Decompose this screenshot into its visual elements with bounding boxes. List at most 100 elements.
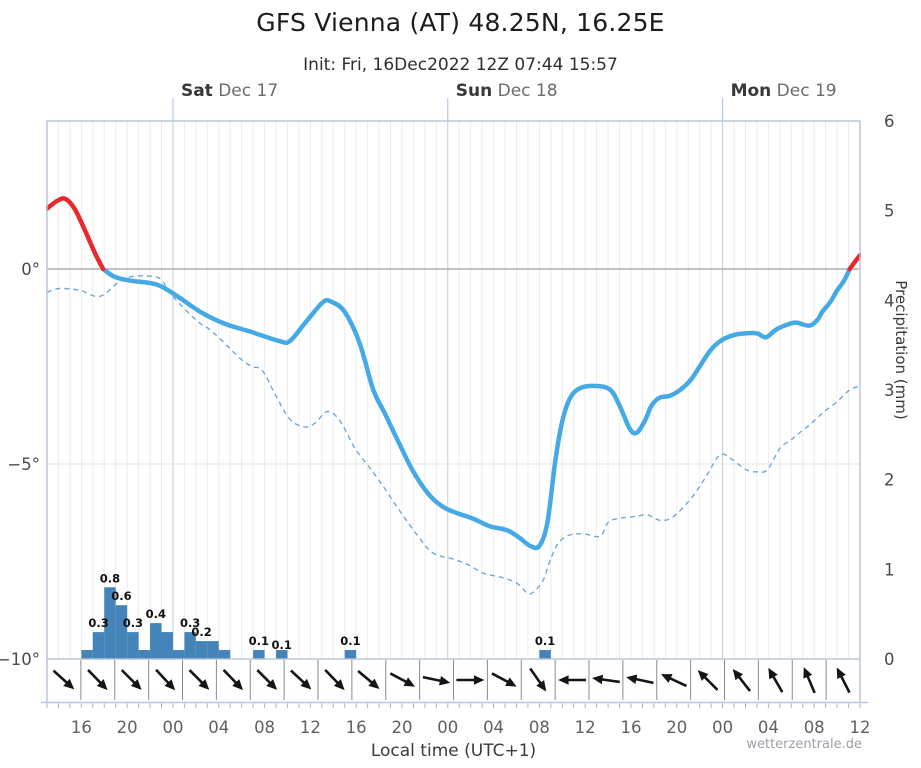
precip-bar bbox=[276, 650, 288, 659]
precip-bar bbox=[184, 632, 196, 659]
precip-bar bbox=[115, 605, 128, 659]
wind-arrow bbox=[626, 674, 654, 685]
dewpoint-curve bbox=[46, 275, 861, 595]
precip-bar-label: 0.4 bbox=[146, 607, 166, 621]
y-left-tick-label: −5° bbox=[7, 455, 40, 474]
day-date: Dec 18 bbox=[492, 81, 557, 101]
day-name: Sat bbox=[181, 81, 213, 101]
precip-bar bbox=[81, 650, 93, 659]
precip-bar bbox=[344, 650, 357, 659]
y-left-tick-label: −10° bbox=[0, 650, 40, 669]
wind-arrow bbox=[732, 668, 752, 692]
x-tick-label: 00 bbox=[162, 718, 183, 737]
precip-bar bbox=[195, 641, 208, 659]
wind-arrow bbox=[357, 670, 380, 689]
wind-arrow bbox=[188, 669, 210, 690]
precip-bar-label: 0.1 bbox=[340, 634, 360, 648]
precip-bars bbox=[81, 587, 551, 659]
wind-arrow bbox=[529, 667, 547, 692]
precip-bar bbox=[150, 623, 162, 659]
x-axis-title: Local time (UTC+1) bbox=[370, 741, 537, 761]
temperature-curve-red-start bbox=[46, 196, 106, 272]
chart-subtitle: Init: Fri, 16Dec2022 12Z 07:44 15:57 bbox=[303, 55, 618, 75]
x-tick-label: 08 bbox=[254, 718, 275, 737]
x-tick-label: 04 bbox=[208, 718, 229, 737]
precip-bar-label: 0.6 bbox=[111, 589, 131, 603]
precip-bar-label: 0.3 bbox=[123, 616, 143, 630]
temperature-curve-red-end bbox=[847, 253, 861, 272]
temperature-curve-blue bbox=[100, 266, 852, 551]
watermark: wetterzentrale.de bbox=[746, 737, 862, 752]
x-tick-label: 16 bbox=[71, 718, 92, 737]
wind-arrow bbox=[52, 669, 75, 690]
x-tick-label: 08 bbox=[529, 718, 550, 737]
y-right-tick-label: 1 bbox=[884, 560, 895, 579]
y-right-tick-label: 2 bbox=[884, 471, 895, 490]
wind-arrow bbox=[87, 669, 108, 691]
precip-bar bbox=[127, 632, 139, 659]
wind-arrow bbox=[422, 675, 451, 686]
wind-arrow bbox=[456, 675, 485, 685]
wind-arrow bbox=[558, 675, 587, 685]
precip-bar-label: 0.1 bbox=[272, 638, 292, 652]
wind-arrow bbox=[661, 674, 687, 688]
precip-bar bbox=[539, 650, 551, 659]
precip-bar bbox=[138, 650, 151, 659]
wind-arrow bbox=[289, 669, 312, 690]
day-name: Sun bbox=[456, 81, 492, 101]
wind-arrow bbox=[256, 669, 278, 690]
precip-bar bbox=[92, 632, 105, 659]
precip-bar bbox=[172, 650, 185, 659]
x-tick-label: 00 bbox=[437, 718, 458, 737]
precip-bar-label: 0.1 bbox=[535, 634, 555, 648]
wind-arrow bbox=[803, 667, 816, 694]
y-right-tick-label: 5 bbox=[884, 202, 895, 221]
page-title: GFS Vienna (AT) 48.25N, 16.25E bbox=[256, 8, 665, 37]
day-label-sun: Sun Dec 18 bbox=[456, 81, 558, 101]
hour-gridlines bbox=[57, 121, 850, 659]
precip-bar-label: 0.3 bbox=[180, 616, 200, 630]
precip-bar-label: 0.8 bbox=[100, 571, 120, 585]
wind-arrow bbox=[120, 669, 142, 690]
precip-bar bbox=[218, 650, 231, 659]
precip-bar-label: 0.3 bbox=[88, 616, 108, 630]
wind-arrow bbox=[155, 668, 176, 691]
wind-arrow bbox=[324, 669, 345, 691]
wind-arrow bbox=[836, 667, 851, 694]
y-left-tick-label: 0° bbox=[21, 260, 40, 279]
y-right-tick-label: 0 bbox=[884, 650, 895, 669]
x-tick-label: 04 bbox=[758, 718, 779, 737]
x-tick-label: 16 bbox=[346, 718, 367, 737]
x-tick-label: 00 bbox=[712, 718, 733, 737]
wind-arrow bbox=[491, 672, 517, 687]
precip-bar bbox=[104, 587, 116, 659]
day-name: Mon bbox=[731, 81, 772, 101]
y-right-tick-label: 6 bbox=[884, 112, 895, 131]
plot-frame bbox=[46, 120, 861, 660]
y-right-tick-label: 4 bbox=[884, 291, 895, 310]
precip-bar-label: 0.2 bbox=[191, 625, 211, 639]
wind-arrow bbox=[222, 669, 244, 691]
x-tick-label: 16 bbox=[620, 718, 641, 737]
x-tick-label: 20 bbox=[117, 718, 138, 737]
y-right-axis-title: Precipitation (mm) bbox=[892, 280, 910, 420]
x-tick-label: 12 bbox=[850, 718, 871, 737]
x-tick-label: 20 bbox=[391, 718, 412, 737]
x-tick-label: 04 bbox=[483, 718, 504, 737]
y-right-tick-label: 3 bbox=[884, 381, 895, 400]
day-date: Dec 17 bbox=[213, 81, 278, 101]
precip-bar-label: 0.1 bbox=[249, 634, 269, 648]
wind-arrow bbox=[697, 670, 719, 691]
wind-arrow bbox=[389, 672, 416, 687]
precip-bar bbox=[161, 632, 173, 659]
day-label-mon: Mon Dec 19 bbox=[731, 81, 837, 101]
day-label-sat: Sat Dec 17 bbox=[181, 81, 278, 101]
precip-bar bbox=[207, 641, 219, 659]
precip-bar bbox=[253, 650, 265, 659]
x-tick-label: 12 bbox=[575, 718, 596, 737]
wind-arrow bbox=[768, 667, 784, 693]
x-tick-label: 08 bbox=[804, 718, 825, 737]
x-tick-label: 12 bbox=[300, 718, 321, 737]
